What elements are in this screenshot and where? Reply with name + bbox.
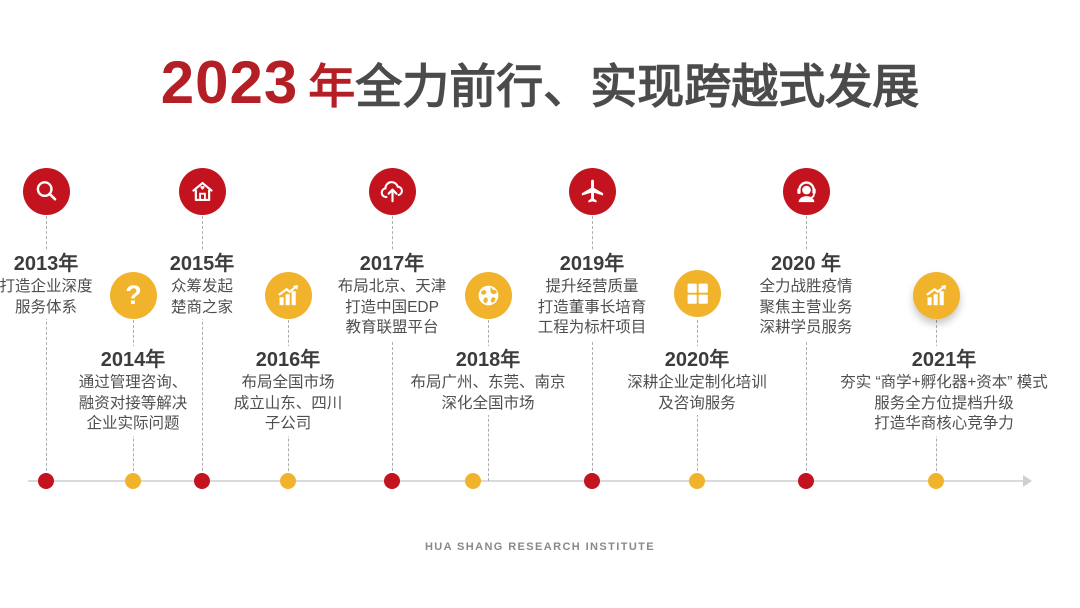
- window-grid-icon: [674, 270, 721, 317]
- timeline-axis: [28, 480, 1026, 482]
- timeline-item-2020-covid: 2020 年 全力战胜疫情 聚焦主营业务 深耕学员服务: [731, 250, 881, 340]
- item-line: 融资对接等解决: [78, 394, 188, 412]
- house-heart-icon: [179, 168, 226, 215]
- timeline-item-2021: 2021年 夯实 “商学+孵化器+资本” 模式 服务全方位提档升级 打造华商核心…: [824, 346, 1064, 436]
- item-year: 2020年: [664, 349, 730, 371]
- page-title: 2023 年全力前行、实现跨越式发展: [0, 48, 1080, 117]
- item-year: 2021年: [911, 349, 977, 371]
- item-line: 企业实际问题: [86, 415, 180, 432]
- timeline-item-2020-training: 2020年 深耕企业定制化培训 及咨询服务: [599, 346, 795, 415]
- item-year: 2017年: [359, 253, 425, 275]
- item-line: 夯实 “商学+孵化器+资本” 模式: [840, 374, 1048, 391]
- timeline-item-2013: 2013年 打造企业深度 服务体系: [0, 250, 101, 319]
- item-line: 提升经营质量: [545, 278, 639, 295]
- item-year: 2013年: [13, 253, 79, 275]
- item-line: 打造中国EDP: [345, 298, 439, 316]
- item-line: 服务体系: [14, 298, 77, 316]
- item-line: 工程为标杆项目: [537, 319, 647, 336]
- magnifier-icon: [23, 168, 70, 215]
- title-text: 全力前行、实现跨越式发展: [355, 60, 920, 113]
- item-line: 深化全国市场: [441, 394, 535, 412]
- item-line: 打造企业深度: [0, 278, 93, 295]
- cloud-upload-icon: [369, 168, 416, 215]
- timeline-item-2015: 2015年 众筹发起 楚商之家: [157, 250, 247, 319]
- question-icon: ?: [110, 272, 157, 319]
- timeline-item-2016: 2016年 布局全国市场 成立山东、四川 子公司: [208, 346, 368, 436]
- item-year: 2016年: [255, 349, 321, 371]
- item-line: 深耕学员服务: [759, 319, 853, 336]
- timeline-dot: [194, 473, 210, 489]
- item-line: 全力战胜疫情: [759, 278, 853, 295]
- globe-icon: [465, 272, 512, 319]
- title-year: 2023: [160, 49, 299, 116]
- timeline-dot: [384, 473, 400, 489]
- timeline-dot: [798, 473, 814, 489]
- item-year: 2015年: [169, 253, 235, 275]
- timeline-dot: [125, 473, 141, 489]
- item-line: 打造华商核心竞争力: [874, 415, 1014, 432]
- timeline-dot: [280, 473, 296, 489]
- connector-line: [45, 216, 47, 481]
- item-line: 众筹发起: [170, 278, 233, 295]
- item-line: 教育联盟平台: [345, 319, 439, 336]
- item-line: 服务全方位提档升级: [874, 394, 1014, 412]
- item-line: 深耕企业定制化培训: [627, 374, 767, 391]
- item-line: 聚焦主营业务: [759, 298, 853, 316]
- item-line: 及咨询服务: [658, 394, 736, 412]
- timeline-item-2018: 2018年 布局广州、东莞、南京 深化全国市场: [393, 346, 583, 415]
- item-line: 布局北京、天津: [337, 278, 447, 295]
- growth-chart-icon: [265, 272, 312, 319]
- timeline-item-2017: 2017年 布局北京、天津 打造中国EDP 教育联盟平台: [317, 250, 467, 340]
- connector-line: [201, 216, 203, 481]
- headset-support-icon: [783, 168, 830, 215]
- timeline-dot: [465, 473, 481, 489]
- item-line: 成立山东、四川: [233, 394, 343, 412]
- timeline-dot: [928, 473, 944, 489]
- item-line: 通过管理咨询、: [78, 374, 188, 391]
- item-line: 楚商之家: [170, 298, 233, 316]
- timeline-dot: [38, 473, 54, 489]
- item-year: 2019年: [559, 253, 625, 275]
- item-year: 2020 年: [770, 253, 842, 275]
- timeline-dot: [584, 473, 600, 489]
- item-line: 打造董事长培育: [537, 298, 647, 316]
- title-year-suffix: 年: [308, 60, 356, 113]
- item-year: 2014年: [100, 349, 166, 371]
- connector-line: [591, 216, 593, 481]
- item-line: 子公司: [264, 415, 312, 432]
- timeline-arrow-icon: [1023, 475, 1032, 487]
- item-line: 布局广州、东莞、南京: [410, 374, 566, 391]
- timeline-item-2019: 2019年 提升经营质量 打造董事长培育 工程为标杆项目: [517, 250, 667, 340]
- timeline-dot: [689, 473, 705, 489]
- connector-line: [805, 216, 807, 481]
- timeline-item-2014: 2014年 通过管理咨询、 融资对接等解决 企业实际问题: [68, 346, 198, 436]
- connector-line: [391, 216, 393, 481]
- item-year: 2018年: [455, 349, 521, 371]
- footer-brand: HUA SHANG RESEARCH INSTITUTE: [424, 541, 656, 553]
- item-line: 布局全国市场: [241, 374, 335, 391]
- airplane-icon: [569, 168, 616, 215]
- growth-chart-icon: [913, 272, 960, 319]
